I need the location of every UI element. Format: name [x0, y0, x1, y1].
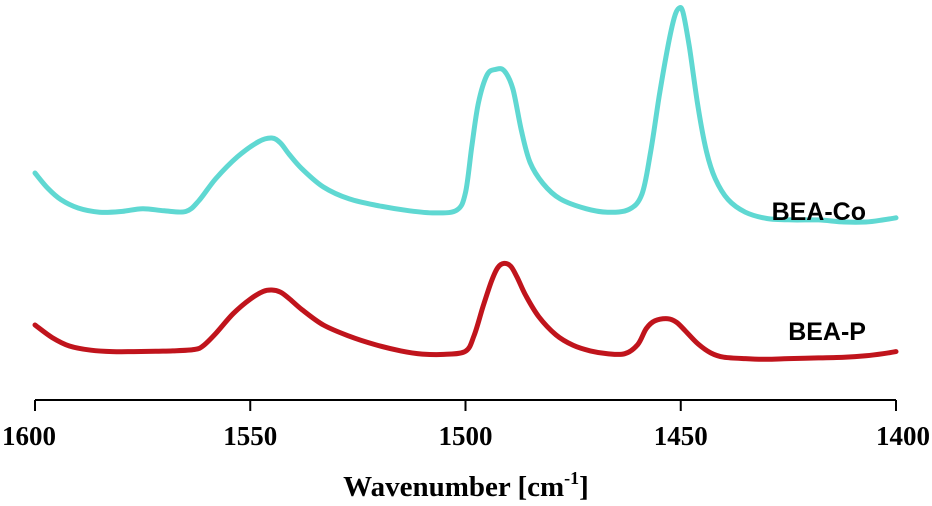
- series-line-bea-co: [32, 5, 899, 225]
- series-line-bea-p: [32, 260, 899, 362]
- x-tick-label-1400: 1400: [876, 421, 930, 451]
- series-label-bea-p: BEA-P: [788, 318, 866, 346]
- x-axis-title: Wavenumber [cm-1]: [343, 468, 589, 503]
- x-axis-title-end: ]: [579, 471, 589, 503]
- x-tick-label-1450: 1450: [654, 421, 708, 451]
- x-axis-title-sup: -1: [564, 468, 579, 488]
- x-tick-label-1550: 1550: [223, 421, 277, 451]
- x-axis-ticks: 1600 1550 1500 1450 1400: [2, 400, 930, 451]
- series-label-bea-co: BEA-Co: [772, 198, 866, 226]
- x-axis-title-main: Wavenumber [cm: [343, 471, 564, 503]
- x-tick-label-1500: 1500: [439, 421, 493, 451]
- x-tick-label-1600: 1600: [2, 421, 56, 451]
- series-labels: BEA-Co BEA-P: [772, 198, 866, 346]
- series-layer: [32, 5, 899, 362]
